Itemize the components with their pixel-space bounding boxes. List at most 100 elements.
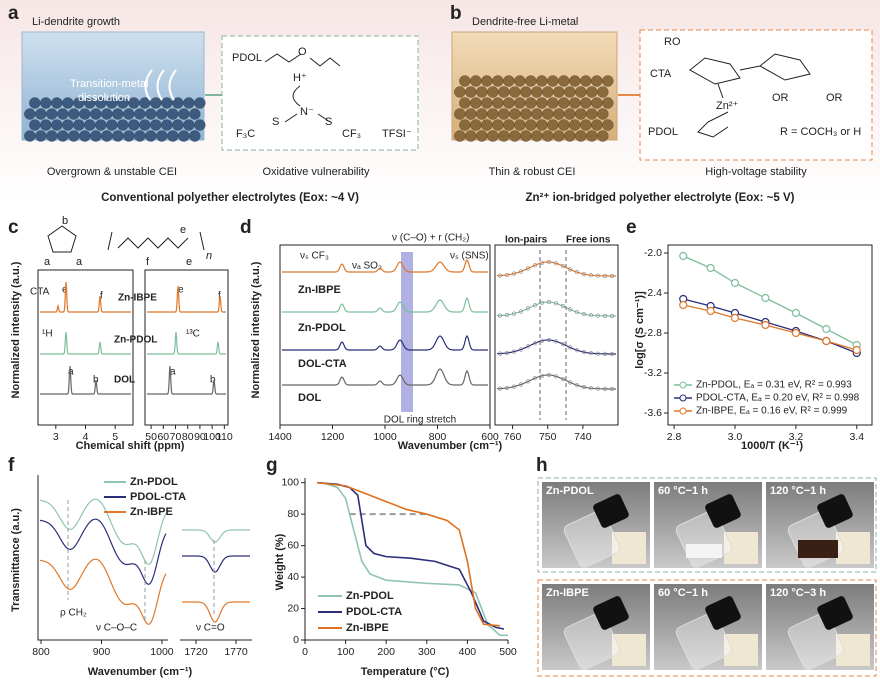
x-tick-label: 5 <box>112 431 118 443</box>
x-tick-label: 1720 <box>184 646 208 658</box>
particle <box>509 86 521 98</box>
fit-point <box>609 386 615 392</box>
block <box>836 532 870 564</box>
peak-label: a <box>170 367 176 378</box>
fit-point <box>581 350 587 355</box>
particle <box>24 108 36 120</box>
spectrum <box>282 334 488 351</box>
caption: High-voltage stability <box>705 166 807 178</box>
particle <box>84 119 96 131</box>
panel-a: a Li-dendrite growth Transition-metal di… <box>8 3 419 204</box>
particle <box>62 119 74 131</box>
particle <box>487 108 499 120</box>
panel-letter: e <box>626 217 637 238</box>
particle <box>580 75 592 87</box>
particle <box>90 130 102 142</box>
particle <box>520 108 532 120</box>
fit-point <box>609 273 615 279</box>
particle <box>498 108 510 120</box>
particle <box>525 97 537 109</box>
spectrum <box>39 558 167 625</box>
particle <box>498 86 510 98</box>
fit-point <box>525 344 531 349</box>
data-point <box>706 306 715 316</box>
block <box>724 634 758 666</box>
y-tick-label: 0 <box>293 634 299 646</box>
fit-point <box>525 379 531 384</box>
particle <box>564 108 576 120</box>
cap <box>705 494 741 528</box>
particle <box>101 108 113 120</box>
panel-letter: g <box>266 455 278 476</box>
axes <box>37 475 168 641</box>
residue <box>686 544 722 558</box>
fit-point <box>588 273 594 278</box>
particle <box>139 119 151 131</box>
particle <box>531 86 543 98</box>
series-label: DOL <box>114 375 135 386</box>
particle <box>29 119 41 131</box>
particle <box>101 130 113 142</box>
fit-point <box>504 350 510 356</box>
x-tick-label: 3 <box>53 431 59 443</box>
spectrum <box>282 296 488 313</box>
fit-point <box>567 345 573 350</box>
peak-label: CTA <box>30 287 50 298</box>
particle <box>503 75 515 87</box>
particle <box>465 130 477 142</box>
fit-point <box>581 385 587 390</box>
fit-point <box>609 351 615 357</box>
particle <box>558 119 570 131</box>
fit-point <box>511 349 517 354</box>
data-point <box>730 278 740 288</box>
chem: N⁻ <box>300 106 314 118</box>
particle <box>189 130 201 142</box>
fit-point <box>511 271 517 276</box>
fit-point <box>560 377 566 382</box>
particle <box>492 75 504 87</box>
x-tick-label: 800 <box>429 431 447 443</box>
particle <box>553 86 565 98</box>
fit-point <box>609 313 615 319</box>
spectrum <box>147 365 226 395</box>
legend-label: Zn-IBPE, Eₐ = 0.16 eV, R² = 0.999 <box>696 406 848 417</box>
particle <box>564 130 576 142</box>
data-point <box>791 328 800 338</box>
particle <box>46 130 58 142</box>
particle <box>57 130 69 142</box>
fit-point <box>497 313 503 318</box>
spectrum <box>147 331 226 355</box>
particle <box>172 119 184 131</box>
chem: OR <box>826 92 843 104</box>
panel-title: Conventional polyether electrolytes (Eox… <box>101 192 359 204</box>
axes <box>304 478 508 641</box>
particle <box>492 97 504 109</box>
fit-point <box>553 301 559 306</box>
particle <box>476 108 488 120</box>
chem: PDOL <box>232 52 262 64</box>
chem: PDOL <box>648 126 678 138</box>
data-point <box>761 293 770 303</box>
particle <box>24 130 36 142</box>
fit-point <box>553 374 559 379</box>
panel-c: c b a a f e e n CTA e f Zn-IBPE e f ¹H Z… <box>8 215 221 452</box>
series-label: Zn-IBPE <box>298 284 341 296</box>
series-label: Zn-PDOL <box>298 322 346 334</box>
y-axis-label: Normalized intensity (a.u.) <box>250 261 262 398</box>
x-tick-label: 3.4 <box>849 431 864 443</box>
particle <box>514 75 526 87</box>
particle <box>525 119 537 131</box>
y-tick-label: 100 <box>281 476 299 488</box>
annotation: νₛ (SNS) <box>450 251 489 262</box>
fit-point <box>574 383 580 388</box>
x-tick-label: 80 <box>182 431 194 443</box>
particle <box>454 86 466 98</box>
x-tick-label: 900 <box>93 646 111 658</box>
particle <box>481 119 493 131</box>
spectrum <box>40 331 131 355</box>
particle <box>40 119 52 131</box>
particle <box>167 108 179 120</box>
y-tick-label: -2.4 <box>644 287 662 299</box>
fit-point <box>532 341 538 346</box>
